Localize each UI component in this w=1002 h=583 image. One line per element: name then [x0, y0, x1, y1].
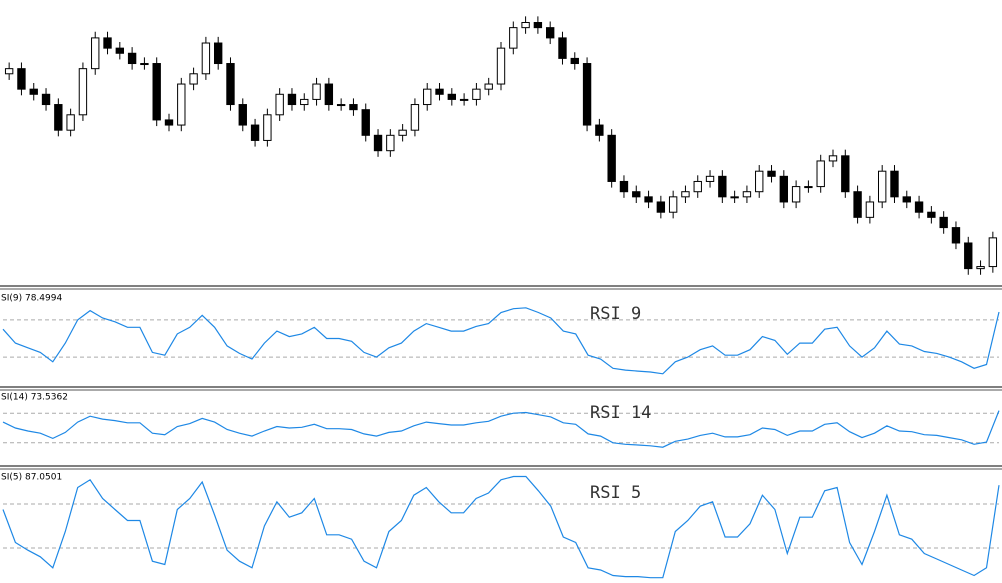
- candle-body: [509, 27, 518, 49]
- candle-body: [91, 37, 100, 70]
- candle-body: [521, 22, 530, 29]
- candle-body: [988, 237, 998, 268]
- candle-body: [336, 104, 346, 107]
- candle-body: [570, 57, 579, 65]
- candle-body: [964, 242, 973, 270]
- candle-body: [902, 196, 911, 203]
- candle-body: [127, 52, 137, 65]
- candle-body: [324, 83, 334, 106]
- candle-body: [681, 191, 690, 198]
- rsi-line: [2, 475, 1000, 579]
- candle-body: [853, 191, 862, 218]
- candle-body: [767, 170, 776, 177]
- candle-body: [78, 68, 88, 116]
- candle-body: [730, 196, 739, 199]
- candle-body: [189, 73, 198, 85]
- separators: [0, 285, 1002, 470]
- candle-body: [533, 22, 543, 29]
- candle-body: [29, 88, 38, 95]
- candle-body: [201, 42, 211, 75]
- candle-body: [226, 63, 235, 106]
- candle-body: [496, 47, 506, 85]
- rsi-line: [2, 410, 1000, 448]
- candle-body: [828, 155, 838, 162]
- candle-body: [386, 134, 395, 152]
- candle-body: [890, 170, 899, 198]
- candle-body: [472, 88, 481, 100]
- candle-body: [939, 216, 948, 229]
- candle-body: [447, 93, 457, 100]
- candle-body: [164, 119, 174, 126]
- candle-body: [927, 211, 936, 218]
- candle-body: [705, 175, 715, 182]
- candle-body: [656, 201, 666, 213]
- candle-body: [558, 37, 567, 59]
- candle-body: [619, 180, 629, 193]
- candle-body: [238, 104, 247, 126]
- candle-body: [152, 63, 161, 121]
- candle-body: [595, 124, 604, 136]
- candle-body: [582, 63, 592, 126]
- candle-body: [632, 191, 641, 198]
- candle-body: [300, 98, 309, 106]
- candle-body: [312, 83, 321, 100]
- candle-body: [115, 47, 125, 54]
- candle-body: [484, 83, 493, 90]
- candle-body: [54, 104, 63, 131]
- candle-body: [644, 196, 653, 203]
- candle-body: [804, 186, 813, 189]
- candle-body: [877, 170, 887, 203]
- indicator-title: SI(14) 73.5362: [1, 393, 68, 403]
- candle-body: [373, 134, 383, 152]
- candle-body: [361, 109, 370, 136]
- candle-body: [140, 63, 149, 66]
- indicator-annotation: RSI 5: [590, 483, 641, 503]
- candle-body: [263, 114, 272, 141]
- candle-body: [103, 37, 112, 49]
- candle-body: [66, 114, 75, 131]
- candle-body: [250, 124, 260, 141]
- rsi-line: [2, 307, 1000, 375]
- candle-body: [755, 170, 764, 193]
- candle-body: [742, 191, 752, 198]
- candle-body: [718, 175, 727, 198]
- candle-body: [423, 88, 432, 106]
- candle-body: [841, 155, 850, 193]
- candle-body: [693, 180, 702, 193]
- candle-body: [779, 175, 789, 203]
- candle-body: [177, 83, 186, 126]
- candle-body: [287, 93, 297, 106]
- candle-body: [976, 266, 985, 270]
- candle-body: [459, 98, 469, 101]
- candle-body: [791, 186, 801, 203]
- candle-body: [4, 68, 14, 75]
- candle-body: [545, 27, 555, 39]
- candle-body: [951, 227, 961, 244]
- candle-body: [914, 201, 924, 213]
- candle-body: [349, 104, 358, 111]
- indicator-annotation: RSI 14: [590, 403, 651, 423]
- candle-body: [17, 68, 26, 90]
- candle-body: [398, 129, 407, 136]
- candle-body: [816, 160, 825, 188]
- candle-body: [865, 201, 875, 218]
- candle-body: [410, 104, 420, 131]
- candle-body: [668, 196, 678, 213]
- candle-body: [275, 93, 284, 116]
- candle-body: [607, 134, 616, 182]
- candle-body: [213, 42, 223, 65]
- indicator-title: SI(9) 78.4994: [1, 294, 62, 304]
- indicator-annotation: RSI 9: [590, 304, 641, 324]
- candle-body: [41, 93, 51, 106]
- candle-body: [435, 88, 444, 95]
- indicator-title: SI(5) 87.0501: [1, 473, 62, 483]
